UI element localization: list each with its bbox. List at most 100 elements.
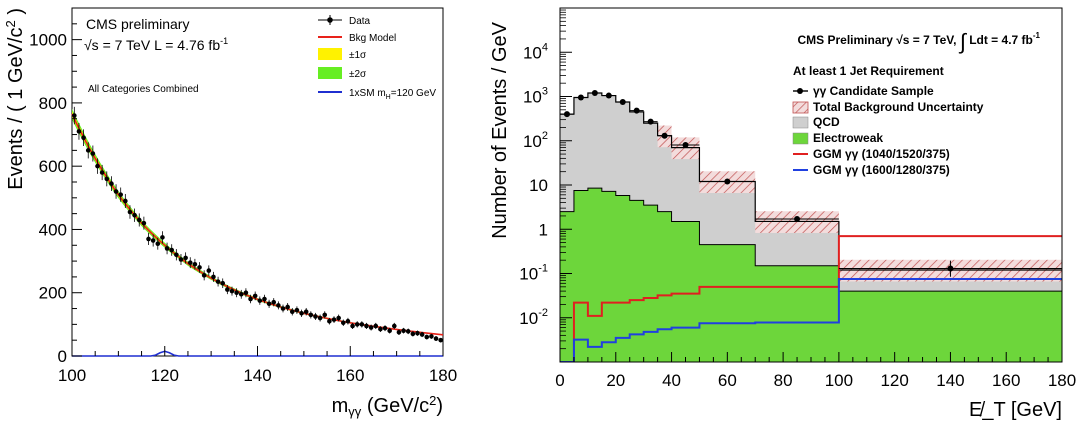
data-point [629,107,644,114]
data-point-marker [76,129,82,134]
data-point-marker [396,329,402,335]
data-point-marker [160,235,165,240]
right-ggm-lines [560,235,1062,362]
legend-label: 1xSM mH=120 GeV [349,88,436,101]
data-point [155,237,161,250]
y-axis-title: Number of Events / GeV [489,21,511,238]
data-point [220,278,226,289]
data-point [359,321,365,328]
x-tick-label: 60 [718,371,737,390]
ggm-red-line [560,235,1062,362]
data-point-marker [197,265,202,270]
data-point-marker [299,310,304,316]
data-point [350,322,355,330]
legend-entry: QCD [792,115,840,129]
data-point [150,234,156,247]
data-point-marker [336,315,341,321]
data-point [118,187,123,202]
legend-swatch [318,48,342,60]
data-point [401,327,406,334]
y-tick-label: 102 [523,130,548,151]
data-point [643,118,658,125]
data-point-marker [285,304,290,310]
data-point [90,145,96,162]
data-point [109,176,114,191]
legend-label: Bkg Model [349,33,396,44]
data-point [340,319,346,327]
data-point-marker [429,334,434,339]
data-point-marker [313,314,318,319]
data-point [378,326,383,333]
x-tick-label: 80 [774,371,793,390]
data-point [308,311,314,319]
left-plot-frame [71,7,444,357]
data-point [838,260,1062,277]
data-point [280,304,286,313]
data-point [127,205,133,219]
data-point [95,158,100,174]
legend-entry: ±1σ [318,48,367,61]
data-point [424,334,430,340]
x-tick-label: 180 [1048,371,1076,390]
data-point [299,309,304,317]
x-tick-label: 40 [662,371,681,390]
data-point-marker [164,246,170,251]
data-point [415,330,420,336]
y-tick-label: 1 [539,220,548,239]
right-legend: γγ Candidate Sample Total Background Unce… [792,84,984,177]
data-point-marker [415,330,420,336]
data-point-marker [345,318,351,324]
data-point-marker [364,323,369,329]
data-point-marker [661,132,668,139]
data-point-marker [591,89,598,96]
y-tick-label: 800 [39,94,67,113]
legend-entry: ±2σ [318,67,367,80]
data-point [419,331,425,338]
bkg-uncertainty-band [755,211,839,233]
data-point-marker [563,111,570,118]
data-point [169,244,175,256]
legend-entry: Electroweak [792,131,883,145]
data-point-marker [243,290,249,296]
data-point-marker [647,118,654,125]
data-point-marker [280,306,286,311]
data-point-marker [136,217,142,223]
y-tick-label: 400 [39,220,67,239]
data-point-marker [633,107,640,114]
data-point [587,89,602,96]
data-point-marker [271,299,277,305]
data-point [322,311,328,319]
data-point-marker [192,261,198,267]
legend-swatch [327,17,333,23]
data-point [410,331,416,337]
data-point-marker [289,309,295,315]
data-point [289,307,295,316]
data-point [192,258,198,270]
data-point-marker [378,326,383,332]
data-point-marker [183,255,188,261]
legend-label: GGM γγ (1600/1280/375) [813,163,950,177]
right-data-points [560,89,1062,277]
legend-entry: Bkg Model [318,33,396,44]
x-tick-label: 120 [880,371,908,390]
data-point [160,231,165,244]
data-point-marker [276,303,281,308]
data-point-marker [619,99,626,106]
legend-entry: GGM γγ (1040/1520/375) [793,147,950,161]
data-point [215,276,221,287]
data-point [755,216,839,223]
data-point-marker [211,274,216,280]
data-point-marker [248,296,253,302]
data-point-marker [577,94,584,101]
data-point-marker [146,236,151,242]
data-point-marker [424,334,430,340]
data-point-marker [81,135,86,141]
data-point-marker [392,323,397,329]
data-point [285,303,290,311]
legend-label: Data [349,16,371,27]
data-point-marker [174,252,179,258]
data-point-marker [229,288,235,294]
x-tick-label: 140 [936,371,964,390]
data-point-marker [118,192,123,197]
bkg-uncertainty-band [671,137,700,160]
